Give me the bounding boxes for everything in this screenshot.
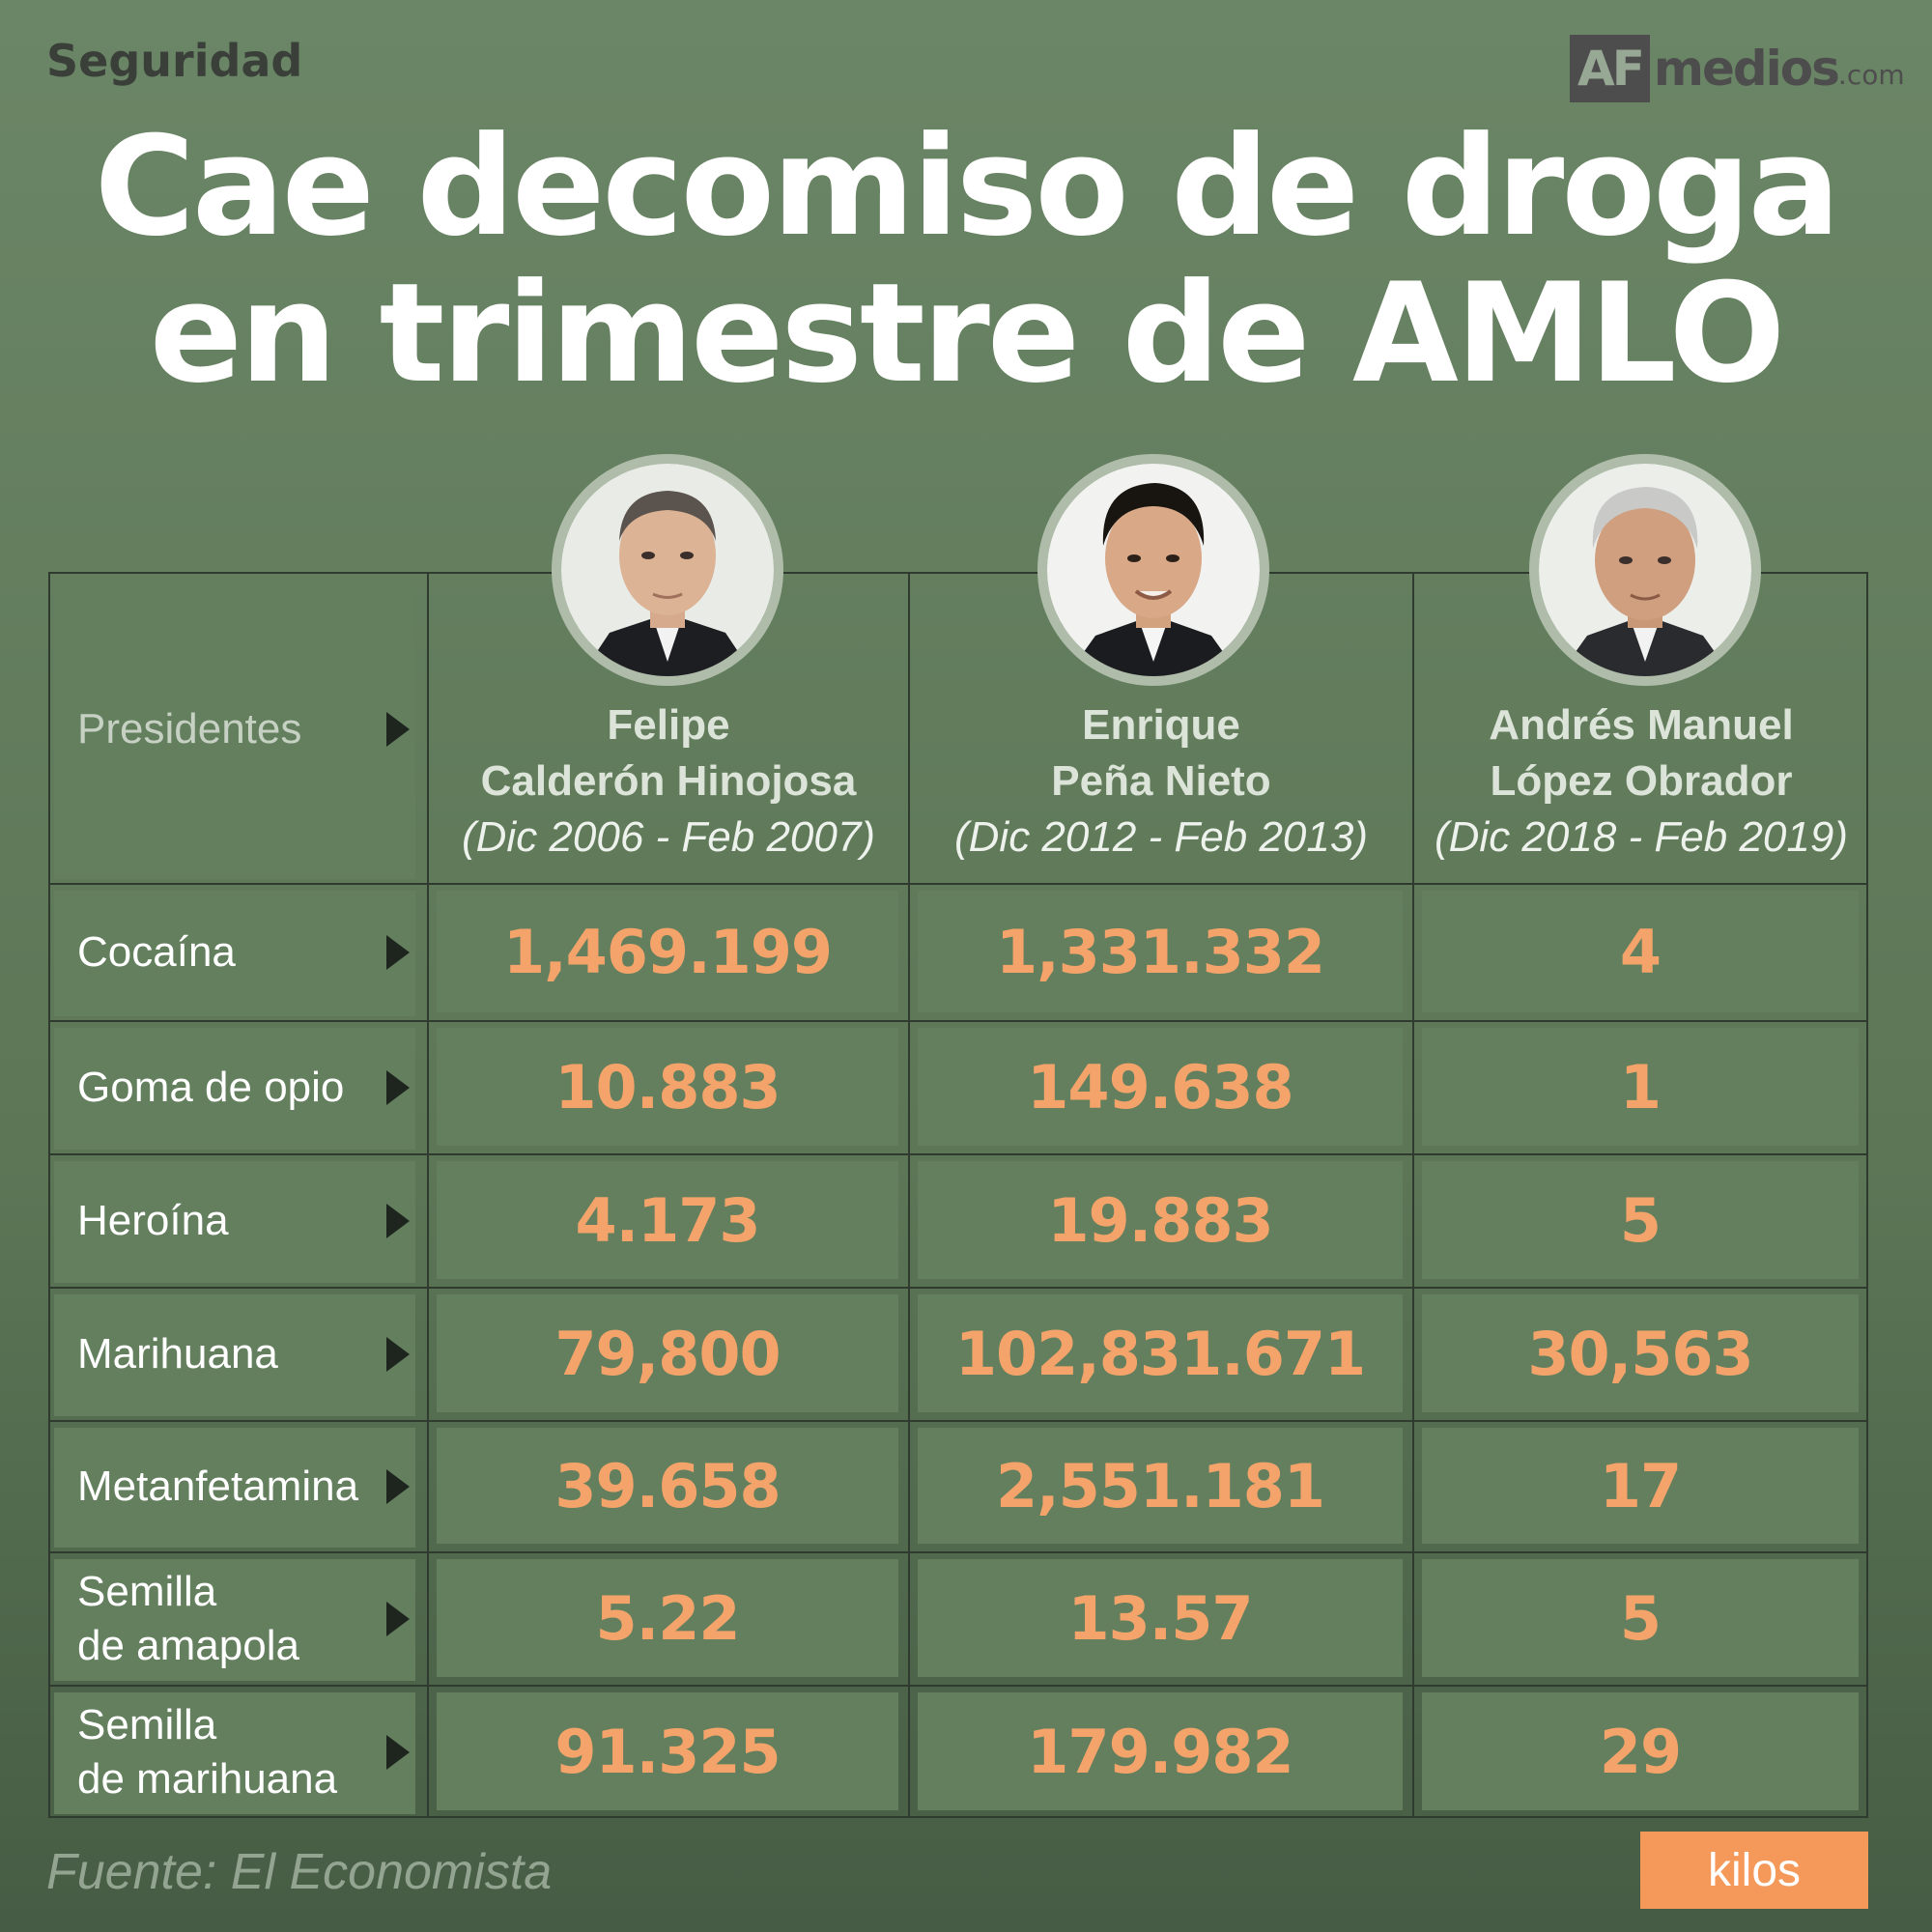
value-cell — [437, 1428, 898, 1544]
row-label-cell — [54, 891, 415, 1016]
row-label-cell — [54, 1294, 415, 1416]
seizure-value: 91.325 — [554, 1716, 781, 1787]
value-cell — [1422, 1028, 1859, 1146]
value-cell — [918, 891, 1403, 1012]
title-line-2: en trimestre de AMLO — [149, 254, 1786, 413]
seizure-value: 19.883 — [1047, 1184, 1273, 1256]
arrow-icon — [386, 712, 410, 747]
row-label-cell — [54, 1428, 415, 1548]
seizure-value: 2,551.181 — [995, 1450, 1325, 1521]
seizure-value: 10.883 — [554, 1051, 781, 1122]
seizure-value: 4 — [1619, 916, 1662, 987]
value-cell — [918, 1028, 1403, 1146]
header-label-cell — [54, 580, 415, 879]
seizure-value: 17 — [1599, 1450, 1682, 1521]
source-note: Fuente: El Economista — [46, 1844, 553, 1900]
section-label: Seguridad — [46, 35, 303, 87]
row-label-cell — [54, 1161, 415, 1283]
seizure-value: 5 — [1619, 1582, 1662, 1654]
arrow-icon — [386, 1204, 410, 1238]
seizure-value: 1 — [1619, 1051, 1662, 1122]
value-cell — [918, 1559, 1403, 1677]
president-name-lopez-obrador: Andrés Manuel López Obrador (Dic 2018 - … — [1435, 701, 1848, 861]
avatar-calderon — [552, 454, 783, 686]
seizure-value: 179.982 — [1027, 1716, 1293, 1787]
unit-badge: kilos — [1640, 1832, 1868, 1909]
row-label: Goma de opio — [77, 1064, 345, 1111]
value-cell — [437, 1028, 898, 1146]
value-cell — [918, 1428, 1403, 1544]
seizure-value: 29 — [1599, 1716, 1682, 1787]
value-cell — [437, 1559, 898, 1677]
seizure-value: 102,831.671 — [954, 1318, 1366, 1389]
data-table — [48, 572, 1868, 1818]
row-label-cell — [54, 1692, 415, 1814]
avatar-pena-nieto — [1037, 454, 1269, 686]
value-cell — [1422, 1294, 1859, 1412]
row-label: Semilla de amapola — [77, 1568, 299, 1669]
row-label-cell — [54, 1559, 415, 1681]
value-cell — [1422, 1428, 1859, 1544]
value-cell — [437, 1161, 898, 1279]
arrow-icon — [386, 1602, 410, 1636]
arrow-icon — [386, 1469, 410, 1504]
arrow-icon — [386, 1735, 410, 1770]
value-cell — [437, 1692, 898, 1810]
arrow-icon — [386, 1337, 410, 1372]
logo-medios-text: medios — [1653, 41, 1840, 97]
logo-com-text: .com — [1837, 59, 1905, 91]
value-cell — [1422, 891, 1859, 1012]
seizure-value: 30,563 — [1527, 1318, 1753, 1389]
value-cell — [918, 1692, 1403, 1810]
seizure-value: 4.173 — [575, 1184, 760, 1256]
row-label: Marihuana — [77, 1330, 278, 1378]
value-cell — [918, 1294, 1403, 1412]
value-cell — [437, 891, 898, 1012]
afmedios-logo[interactable]: AF medios .com — [1570, 35, 1905, 102]
seizure-value: 1,469.199 — [502, 916, 833, 987]
avatar-lopez-obrador — [1529, 454, 1761, 686]
seizure-value: 79,800 — [554, 1318, 781, 1389]
seizure-value: 5 — [1619, 1184, 1662, 1256]
arrow-icon — [386, 935, 410, 970]
arrow-icon — [386, 1070, 410, 1105]
page-title: Cae decomiso de droga en trimestre de AM… — [0, 114, 1932, 408]
row-label-cell — [54, 1028, 415, 1150]
seizure-value: 5.22 — [595, 1582, 741, 1654]
value-cell — [1422, 1692, 1859, 1810]
value-cell — [1422, 1559, 1859, 1677]
row-label: Metanfetamina — [77, 1463, 359, 1510]
row-label: Heroína — [77, 1197, 229, 1244]
president-name-pena-nieto: Enrique Peña Nieto (Dic 2012 - Feb 2013) — [954, 701, 1368, 861]
title-line-1: Cae decomiso de droga — [94, 107, 1841, 267]
seizure-value: 39.658 — [554, 1450, 781, 1521]
row-label: Cocaína — [77, 928, 236, 976]
value-cell — [1422, 1161, 1859, 1279]
row-header-presidentes: Presidentes — [77, 705, 302, 753]
value-cell — [918, 1161, 1403, 1279]
seizure-value: 149.638 — [1027, 1051, 1293, 1122]
seizure-value: 1,331.332 — [995, 916, 1325, 987]
row-label: Semilla de marihuana — [77, 1701, 338, 1803]
value-cell — [437, 1294, 898, 1412]
logo-af-mark: AF — [1570, 35, 1650, 102]
president-name-calderon: Felipe Calderón Hinojosa (Dic 2006 - Feb… — [462, 701, 875, 861]
seizure-value: 13.57 — [1067, 1582, 1253, 1654]
